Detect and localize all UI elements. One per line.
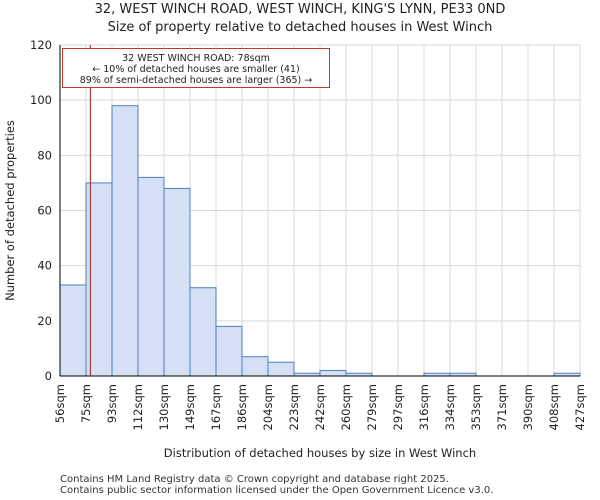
x-tick-label: 279sqm	[365, 384, 379, 430]
x-tick-label: 75sqm	[79, 384, 93, 423]
x-tick-label: 130sqm	[157, 384, 171, 430]
y-axis-label: Number of detached properties	[3, 120, 17, 301]
x-tick-label: 297sqm	[391, 384, 405, 430]
x-tick-label: 204sqm	[261, 384, 275, 430]
x-tick-label: 334sqm	[443, 384, 457, 430]
histogram-bar	[59, 284, 87, 377]
x-tick-label: 242sqm	[313, 384, 327, 430]
annotation-box: 32 WEST WINCH ROAD: 78sqm ← 10% of detac…	[62, 48, 330, 88]
chart-subtitle: Size of property relative to detached ho…	[107, 20, 493, 35]
histogram-bar	[215, 325, 243, 377]
x-tick-label: 93sqm	[105, 384, 119, 423]
histogram-bar	[163, 187, 191, 377]
x-tick-label: 371sqm	[495, 384, 509, 430]
x-tick-label: 56sqm	[53, 384, 67, 423]
annotation-line-3: 89% of semi-detached houses are larger (…	[79, 75, 313, 86]
x-tick-label: 408sqm	[547, 384, 561, 430]
y-tick-label: 0	[45, 369, 52, 383]
y-tick-label: 40	[37, 259, 52, 273]
x-tick-label: 167sqm	[209, 384, 223, 430]
y-tick-label: 120	[30, 38, 52, 52]
x-tick-label: 112sqm	[131, 384, 145, 430]
x-axis-label: Distribution of detached houses by size …	[164, 446, 476, 460]
chart-title: 32, WEST WINCH ROAD, WEST WINCH, KING'S …	[94, 2, 506, 17]
histogram-bar	[111, 105, 139, 377]
annotation-line-1: 32 WEST WINCH ROAD: 78sqm	[122, 53, 270, 64]
footer-line-2: Contains public sector information licen…	[60, 485, 494, 496]
y-tick-label: 80	[37, 148, 52, 162]
y-tick-label: 60	[37, 204, 52, 218]
histogram-bar	[189, 287, 217, 377]
y-tick-label: 100	[30, 93, 52, 107]
x-tick-label: 316sqm	[417, 384, 431, 430]
x-tick-label: 390sqm	[521, 384, 535, 430]
histogram-bar	[319, 369, 347, 377]
x-tick-label: 427sqm	[573, 384, 587, 430]
x-tick-label: 223sqm	[287, 384, 301, 430]
x-tick-label: 149sqm	[183, 384, 197, 430]
footer-line-1: Contains HM Land Registry data © Crown c…	[60, 474, 449, 485]
histogram-bar	[267, 361, 295, 377]
y-tick-label: 20	[37, 314, 52, 328]
x-tick-label: 186sqm	[235, 384, 249, 430]
histogram-bar	[137, 176, 165, 377]
annotation-line-2: ← 10% of detached houses are smaller (41…	[92, 64, 300, 75]
x-tick-label: 260sqm	[339, 384, 353, 430]
x-tick-label: 353sqm	[469, 384, 483, 430]
histogram-bar	[241, 356, 269, 377]
